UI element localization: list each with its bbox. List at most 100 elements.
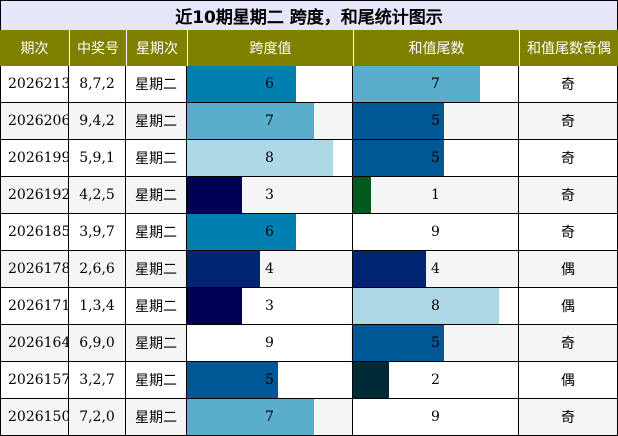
span-cell: 3: [187, 177, 353, 214]
numbers-cell: 7,2,0: [69, 399, 126, 436]
period-cell: 2026178: [0, 251, 69, 288]
chart-title: 近10期星期二 跨度，和尾统计图示: [0, 0, 618, 31]
period-cell: 2026199: [0, 140, 69, 177]
period-cell: 2026192: [0, 177, 69, 214]
numbers-cell: 8,7,2: [69, 66, 126, 103]
parity-cell: 奇: [519, 214, 618, 251]
span-value: 6: [265, 76, 274, 92]
header-parity: 和值尾数奇偶: [519, 30, 618, 66]
span-cell: 6: [187, 66, 353, 103]
sum-tail-bar: [353, 288, 499, 324]
header-numbers: 中奖号: [69, 30, 126, 66]
sum-tail-cell: 4: [353, 251, 519, 288]
span-value: 6: [265, 224, 274, 240]
span-bar: [187, 66, 296, 102]
sum-tail-value: 8: [431, 298, 440, 314]
numbers-cell: 4,2,5: [69, 177, 126, 214]
sum-tail-value: 2: [431, 372, 440, 388]
sum-tail-bar: [353, 140, 444, 176]
weekday-cell: 星期二: [126, 214, 187, 251]
period-cell: 2026164: [0, 325, 69, 362]
table-row: 2026185 3,9,7 星期二 6 9 奇: [0, 214, 618, 251]
table-row: 2026178 2,6,6 星期二 4 4 偶: [0, 251, 618, 288]
span-value: 9: [265, 335, 274, 351]
table-row: 2026171 1,3,4 星期二 3 8 偶: [0, 288, 618, 325]
period-cell: 2026206: [0, 103, 69, 140]
span-value: 8: [265, 150, 274, 166]
sum-tail-bar: [353, 103, 444, 139]
sum-tail-cell: 5: [353, 103, 519, 140]
table-row: 2026192 4,2,5 星期二 3 1 奇: [0, 177, 618, 214]
sum-tail-value: 5: [431, 113, 440, 129]
span-value: 7: [265, 113, 274, 129]
span-value: 3: [265, 298, 274, 314]
sum-tail-cell: 7: [353, 66, 519, 103]
sum-tail-bar: [353, 214, 517, 250]
sum-tail-bar: [353, 177, 371, 213]
parity-cell: 奇: [519, 177, 618, 214]
span-cell: 7: [187, 399, 353, 436]
numbers-cell: 1,3,4: [69, 288, 126, 325]
parity-cell: 奇: [519, 140, 618, 177]
sum-tail-cell: 9: [353, 214, 519, 251]
weekday-cell: 星期二: [126, 362, 187, 399]
period-cell: 2026171: [0, 288, 69, 325]
sum-tail-bar: [353, 362, 389, 398]
span-cell: 7: [187, 103, 353, 140]
sum-tail-cell: 8: [353, 288, 519, 325]
weekday-cell: 星期二: [126, 66, 187, 103]
parity-cell: 偶: [519, 251, 618, 288]
weekday-cell: 星期二: [126, 288, 187, 325]
sum-tail-cell: 5: [353, 140, 519, 177]
parity-cell: 奇: [519, 325, 618, 362]
period-cell: 2026185: [0, 214, 69, 251]
sum-tail-cell: 1: [353, 177, 519, 214]
span-cell: 6: [187, 214, 353, 251]
span-bar: [187, 399, 314, 435]
sum-tail-cell: 5: [353, 325, 519, 362]
sum-tail-value: 7: [431, 76, 440, 92]
header-sum-tail: 和值尾数: [353, 30, 519, 66]
span-value: 7: [265, 409, 274, 425]
sum-tail-value: 9: [431, 409, 440, 425]
numbers-cell: 9,4,2: [69, 103, 126, 140]
table-row: 2026199 5,9,1 星期二 8 5 奇: [0, 140, 618, 177]
sum-tail-bar: [353, 66, 480, 102]
parity-cell: 奇: [519, 103, 618, 140]
sum-tail-cell: 9: [353, 399, 519, 436]
span-cell: 4: [187, 251, 353, 288]
sum-tail-cell: 2: [353, 362, 519, 399]
span-cell: 8: [187, 140, 353, 177]
span-bar: [187, 177, 242, 213]
sum-tail-value: 5: [431, 150, 440, 166]
parity-cell: 偶: [519, 362, 618, 399]
parity-cell: 偶: [519, 288, 618, 325]
span-value: 4: [265, 261, 274, 277]
span-bar: [187, 251, 260, 287]
table-row: 2026164 6,9,0 星期二 9 5 奇: [0, 325, 618, 362]
span-bar: [187, 288, 242, 324]
numbers-cell: 6,9,0: [69, 325, 126, 362]
parity-cell: 奇: [519, 399, 618, 436]
span-cell: 9: [187, 325, 353, 362]
weekday-cell: 星期二: [126, 177, 187, 214]
parity-cell: 奇: [519, 66, 618, 103]
numbers-cell: 5,9,1: [69, 140, 126, 177]
period-cell: 2026157: [0, 362, 69, 399]
numbers-cell: 3,9,7: [69, 214, 126, 251]
sum-tail-bar: [353, 251, 426, 287]
span-bar: [187, 103, 314, 139]
header-span: 跨度值: [187, 30, 353, 66]
sum-tail-value: 1: [431, 187, 440, 203]
numbers-cell: 2,6,6: [69, 251, 126, 288]
weekday-cell: 星期二: [126, 103, 187, 140]
sum-tail-value: 9: [431, 224, 440, 240]
span-bar: [187, 140, 333, 176]
span-value: 5: [265, 372, 274, 388]
sum-tail-bar: [353, 325, 444, 361]
span-cell: 3: [187, 288, 353, 325]
sum-tail-value: 4: [431, 261, 440, 277]
weekday-cell: 星期二: [126, 251, 187, 288]
